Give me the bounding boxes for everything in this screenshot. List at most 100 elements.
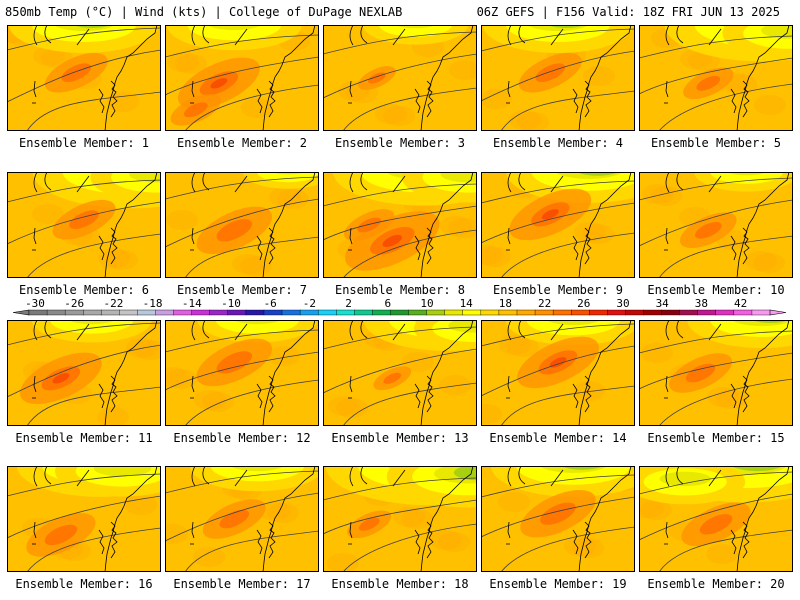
temperature-map	[639, 25, 793, 131]
ensemble-member-panel: Ensemble Member: 11	[7, 320, 161, 445]
colorbar-tick-label: 26	[577, 297, 590, 310]
ensemble-member-panel: Ensemble Member: 10	[639, 172, 793, 297]
ensemble-member-label: Ensemble Member: 12	[173, 431, 311, 445]
figure-title: 850mb Temp (°C) | Wind (kts) | College o…	[5, 5, 403, 19]
colorbar-swatch	[679, 309, 699, 316]
colorbar-swatch	[64, 309, 84, 316]
colorbar-swatch	[317, 309, 337, 316]
temperature-map	[481, 320, 635, 426]
colorbar-swatch	[552, 309, 572, 316]
temperature-map	[481, 172, 635, 278]
temperature-map	[639, 466, 793, 572]
ensemble-member-panel: Ensemble Member: 17	[165, 466, 319, 591]
ensemble-member-panel: Ensemble Member: 12	[165, 320, 319, 445]
ensemble-member-panel: Ensemble Member: 5	[639, 25, 793, 150]
ensemble-member-label: Ensemble Member: 13	[331, 431, 469, 445]
ensemble-member-panel: Ensemble Member: 9	[481, 172, 635, 297]
ensemble-member-label: Ensemble Member: 10	[647, 283, 785, 297]
temperature-map	[323, 320, 477, 426]
colorbar-swatch	[191, 309, 211, 316]
ensemble-member-label: Ensemble Member: 19	[489, 577, 627, 591]
temperature-map	[7, 466, 161, 572]
colorbar-swatch	[589, 309, 608, 316]
temperature-map	[481, 25, 635, 131]
colorbar-tick-label: -14	[182, 297, 202, 310]
ensemble-member-label: Ensemble Member: 2	[176, 136, 308, 150]
ensemble-member-label: Ensemble Member: 6	[18, 283, 150, 297]
colorbar-tick-label: 34	[656, 297, 670, 310]
colorbar-left-arrow	[12, 309, 30, 316]
colorbar-tick-label: 10	[420, 297, 433, 310]
ensemble-member-label: Ensemble Member: 8	[334, 283, 466, 297]
ensemble-member-panel: Ensemble Member: 6	[7, 172, 161, 297]
ensemble-member-label: Ensemble Member: 15	[647, 431, 785, 445]
temperature-map	[165, 320, 319, 426]
temperature-map	[165, 466, 319, 572]
ensemble-member-panel: Ensemble Member: 19	[481, 466, 635, 591]
ensemble-member-label: Ensemble Member: 3	[334, 136, 466, 150]
colorbar-swatch	[137, 309, 157, 316]
colorbar-swatch	[263, 309, 283, 316]
colorbar-tick-label: -26	[64, 297, 84, 310]
ensemble-member-label: Ensemble Member: 4	[492, 136, 624, 150]
colorbar-right-arrow	[769, 309, 787, 316]
ensemble-member-label: Ensemble Member: 7	[176, 283, 308, 297]
colorbar-swatch	[498, 309, 518, 316]
ensemble-member-label: Ensemble Member: 1	[18, 136, 150, 150]
colorbar-swatch	[245, 309, 265, 316]
colorbar-tick-label: 2	[345, 297, 352, 310]
colorbar-swatch	[336, 309, 355, 316]
temperature-map	[323, 172, 477, 278]
ensemble-member-panel: Ensemble Member: 14	[481, 320, 635, 445]
colorbar-swatch	[444, 309, 464, 316]
temperature-map	[323, 25, 477, 131]
temperature-map	[481, 466, 635, 572]
ensemble-member-panel: Ensemble Member: 20	[639, 466, 793, 591]
temperature-map	[639, 320, 793, 426]
temperature-map	[639, 172, 793, 278]
colorbar-swatch	[715, 309, 735, 316]
colorbar-swatch	[516, 309, 536, 316]
temperature-map	[165, 25, 319, 131]
ensemble-member-label: Ensemble Member: 14	[489, 431, 627, 445]
ensemble-member-label: Ensemble Member: 20	[647, 577, 785, 591]
temperature-map	[7, 25, 161, 131]
colorbar-swatch	[83, 309, 102, 316]
colorbar-tick-label: 42	[734, 297, 747, 310]
colorbar-tick-label: 22	[538, 297, 551, 310]
ensemble-member-panel: Ensemble Member: 15	[639, 320, 793, 445]
colorbar-swatch	[209, 309, 229, 316]
temperature-colorbar: -30 -26 -22 -18 -14 -10 -6 -2 2 6 10 14 18 22 26 30 34 38…	[0, 296, 800, 322]
colorbar-swatch	[354, 309, 373, 316]
temperature-map	[7, 320, 161, 426]
ensemble-member-label: Ensemble Member: 17	[173, 577, 311, 591]
ensemble-member-panel: Ensemble Member: 3	[323, 25, 477, 150]
colorbar-swatch	[462, 309, 482, 316]
colorbar-swatch	[426, 309, 446, 316]
colorbar-swatch	[101, 309, 120, 316]
temperature-map	[165, 172, 319, 278]
ensemble-member-panel: Ensemble Member: 18	[323, 466, 477, 591]
colorbar-tick-label: -6	[264, 297, 277, 310]
colorbar-swatch	[372, 309, 391, 316]
colorbar-swatch	[119, 309, 138, 316]
colorbar-swatch	[299, 309, 319, 316]
colorbar-swatch	[607, 309, 626, 316]
ensemble-member-panel: Ensemble Member: 4	[481, 25, 635, 150]
colorbar-tick-label: -30	[25, 297, 45, 310]
colorbar-swatch	[661, 309, 681, 316]
ensemble-member-panel: Ensemble Member: 8	[323, 172, 477, 297]
colorbar-swatch	[173, 309, 193, 316]
ensemble-member-panel: Ensemble Member: 7	[165, 172, 319, 297]
colorbar-swatch	[28, 309, 48, 316]
ensemble-member-label: Ensemble Member: 16	[15, 577, 153, 591]
colorbar-swatch	[155, 309, 175, 316]
colorbar-swatch	[625, 309, 644, 316]
colorbar-swatch	[570, 309, 590, 316]
ensemble-member-panel: Ensemble Member: 16	[7, 466, 161, 591]
colorbar-tick-label: 18	[499, 297, 512, 310]
colorbar-swatch	[46, 309, 66, 316]
ensemble-member-label: Ensemble Member: 11	[15, 431, 153, 445]
colorbar-swatch	[390, 309, 410, 316]
colorbar-swatch	[697, 309, 717, 316]
